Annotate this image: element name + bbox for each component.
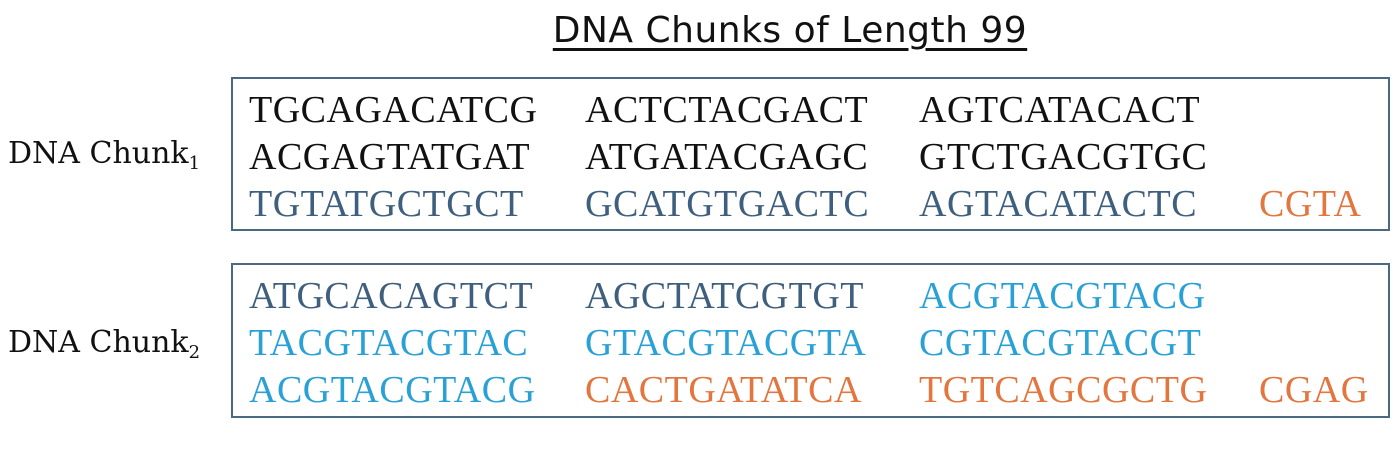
sequence-segment: ATGATACGAGC [585, 136, 869, 178]
sequence-segment: ATGCACAGTCT [249, 275, 534, 317]
sequence-segment: ACGAGTATGAT [249, 136, 531, 178]
sequence-segment: TGCAGACATCG [249, 89, 538, 131]
sequence-segment: GTCTGACGTGC [919, 136, 1208, 178]
sequence-segment: AGTCATACACT [919, 89, 1201, 131]
sequence-segment: GTACGTACGTA [585, 322, 867, 364]
chunk-label-2: DNA Chunk2 [8, 325, 201, 363]
sequence-segment: ACTCTACGACT [585, 89, 869, 131]
chunk-label-1: DNA Chunk1 [8, 136, 201, 174]
sequence-segment: TGTCAGCGCTG [919, 369, 1208, 411]
sequence-segment: ACGTACGTACG [919, 275, 1206, 317]
sequence-segment: AGTACATACTC [919, 183, 1198, 225]
sequence-segment: ACGTACGTACG [249, 369, 536, 411]
chunk-box-2: ATGCACAGTCT AGCTATCGTGT ACGTACGTACG TACGTAC… [231, 263, 1390, 418]
sequence-segment: TACGTACGTAC [249, 322, 529, 364]
sequence-segment: CACTGATATCA [585, 369, 862, 411]
sequence-segment: AGCTATCGTGT [585, 275, 864, 317]
sequence-segment: GCATGTGACTC [585, 183, 870, 225]
sequence-segment: CGTA [1259, 183, 1362, 225]
sequence-segment: CGAG [1259, 369, 1369, 411]
sequence-segment: TGTATGCTGCT [249, 183, 524, 225]
sequence-segment: CGTACGTACGT [919, 322, 1202, 364]
chunk-box-1: TGCAGACATCG ACTCTACGACT AGTCATACACT ACGAGTA… [231, 77, 1390, 231]
page-title: DNA Chunks of Length 99 [552, 10, 1028, 51]
